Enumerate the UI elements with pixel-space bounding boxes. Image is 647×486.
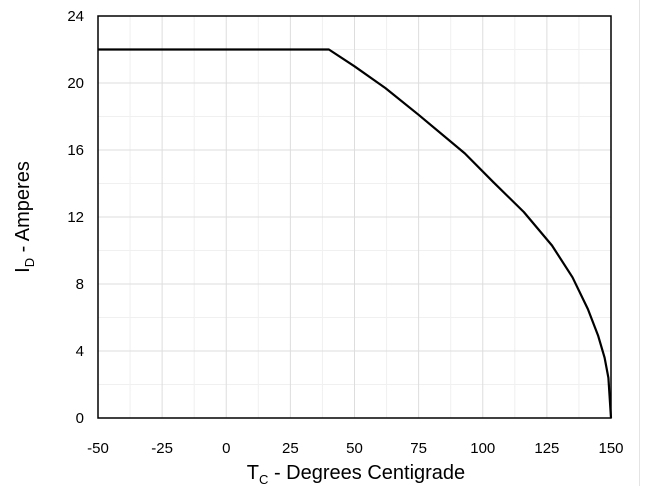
x-tick-label: -50 — [87, 440, 109, 457]
x-tick-labels: -50 -25 0 25 50 75 100 125 150 — [87, 440, 623, 457]
x-tick-label: 0 — [222, 440, 230, 457]
x-tick-label: -25 — [151, 440, 173, 457]
grid-major — [98, 16, 611, 418]
y-tick-label: 0 — [76, 410, 84, 427]
y-tick-label: 20 — [67, 75, 84, 92]
x-axis-title: TC - Degrees Centigrade — [247, 462, 465, 486]
y-tick-label: 8 — [76, 276, 84, 293]
x-tick-label: 75 — [410, 440, 427, 457]
x-tick-label: 50 — [346, 440, 363, 457]
y-tick-label: 16 — [67, 142, 84, 159]
x-tick-label: 25 — [282, 440, 299, 457]
x-tick-label: 125 — [534, 440, 559, 457]
x-tick-label: 100 — [470, 440, 495, 457]
series-line — [98, 48, 613, 419]
y-tick-label: 4 — [76, 343, 84, 360]
y-tick-label: 12 — [67, 209, 84, 226]
y-axis-title: ID - Amperes — [12, 161, 37, 273]
y-tick-labels: 0 4 8 12 16 20 24 — [67, 8, 84, 427]
window-edge-divider — [639, 0, 640, 486]
y-tick-label: 24 — [67, 8, 84, 25]
plot-area-frame — [97, 15, 612, 419]
x-tick-label: 150 — [598, 440, 623, 457]
